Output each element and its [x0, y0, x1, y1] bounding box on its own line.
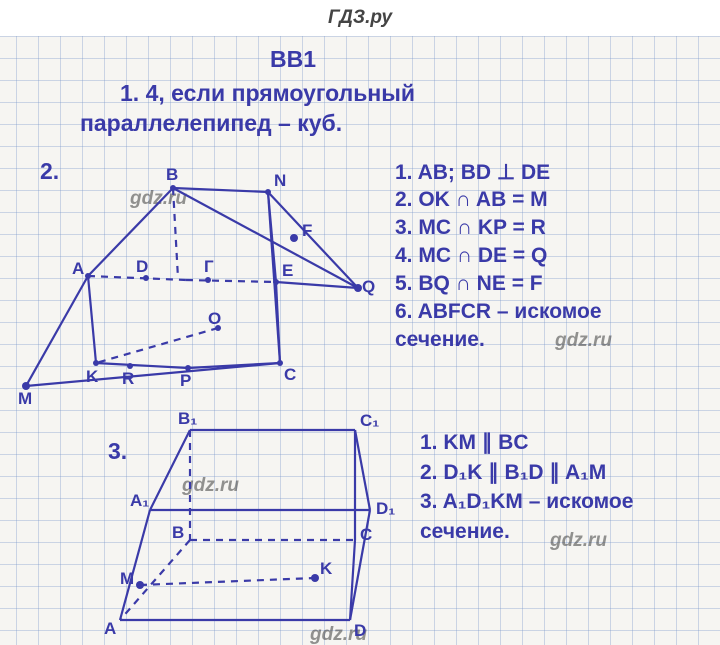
label-P: P	[180, 371, 191, 390]
edge	[186, 280, 276, 282]
label-K: K	[86, 367, 99, 386]
label-F: F	[302, 221, 312, 240]
label-D1: D₁	[376, 499, 395, 518]
edge	[88, 276, 96, 363]
site-header: ГДЗ.ру	[0, 0, 720, 36]
edge	[96, 363, 188, 368]
edge	[88, 188, 173, 276]
p3-step-1: 1. KM ∥ BC	[420, 430, 529, 455]
label-B: B	[172, 523, 184, 542]
label-A1: A₁	[130, 491, 149, 510]
p3-step-3: 3. A₁D₁KM – искомое	[420, 490, 633, 514]
edge	[268, 192, 280, 363]
p2-step-6: 6. ABFCR – искомое	[395, 300, 602, 324]
label-D: D	[354, 621, 366, 640]
p2-step-7: сечение.	[395, 328, 485, 352]
point-A	[85, 273, 91, 279]
label-C: C	[284, 365, 296, 384]
line-MA	[26, 276, 88, 386]
label-Q: Q	[362, 277, 375, 296]
problem1-line1: 1. 4, если прямоугольный	[120, 80, 415, 107]
label-C: C	[360, 525, 372, 544]
p2-step-2: 2. OK ∩ AB = M	[395, 188, 548, 212]
label-O: O	[208, 309, 221, 328]
p3-step-2: 2. D₁K ∥ B₁D ∥ A₁M	[420, 460, 606, 485]
point-G	[205, 277, 211, 283]
point-B	[170, 185, 176, 191]
line-KM	[140, 578, 315, 585]
problem3-figure: B₁ C₁ D₁ A₁ B C D A K M	[60, 410, 390, 645]
point-C	[277, 360, 283, 366]
label-D: D	[136, 257, 148, 276]
watermark: gdz.ru	[555, 330, 612, 352]
problem2-figure: A B N F E D Г Q O C P R K M	[18, 158, 378, 398]
label-B1: B₁	[178, 409, 197, 428]
p2-step-1: 1. AB; BD ⊥ DE	[395, 160, 550, 185]
edge	[88, 276, 186, 280]
problem1-line2: параллелепипед – куб.	[80, 110, 342, 137]
label-K: K	[320, 559, 333, 578]
label-C1: C₁	[360, 411, 379, 430]
point-Q	[354, 284, 362, 292]
point-K	[93, 360, 99, 366]
label-N: N	[274, 171, 286, 190]
edge	[150, 430, 190, 510]
edge	[173, 188, 178, 278]
label-G: Г	[204, 257, 214, 276]
line-OK	[96, 328, 218, 363]
label-R: R	[122, 369, 134, 388]
point-E	[273, 279, 279, 285]
point-N	[265, 189, 271, 195]
watermark: gdz.ru	[550, 530, 607, 552]
p2-step-4: 4. MC ∩ DE = Q	[395, 244, 547, 268]
label-E: E	[282, 261, 293, 280]
label-B: B	[166, 165, 178, 184]
exercise-heading: ВВ1	[270, 46, 316, 73]
line-EQ	[276, 282, 358, 288]
line-BQ	[173, 188, 358, 288]
label-A: A	[104, 619, 116, 638]
p3-step-4: сечение.	[420, 520, 510, 544]
label-M: M	[120, 569, 134, 588]
edge	[355, 430, 370, 510]
page-root: ГДЗ.ру gdz.ru gdz.ru gdz.ru gdz.ru gdz.r…	[0, 0, 720, 645]
point-F	[290, 234, 298, 242]
p2-step-5: 5. BQ ∩ NE = F	[395, 272, 543, 296]
label-M: M	[18, 389, 32, 408]
label-A: A	[72, 259, 84, 278]
p2-step-3: 3. MC ∩ KP = R	[395, 216, 546, 240]
site-header-text: ГДЗ.ру	[328, 7, 392, 28]
edge	[173, 188, 268, 192]
